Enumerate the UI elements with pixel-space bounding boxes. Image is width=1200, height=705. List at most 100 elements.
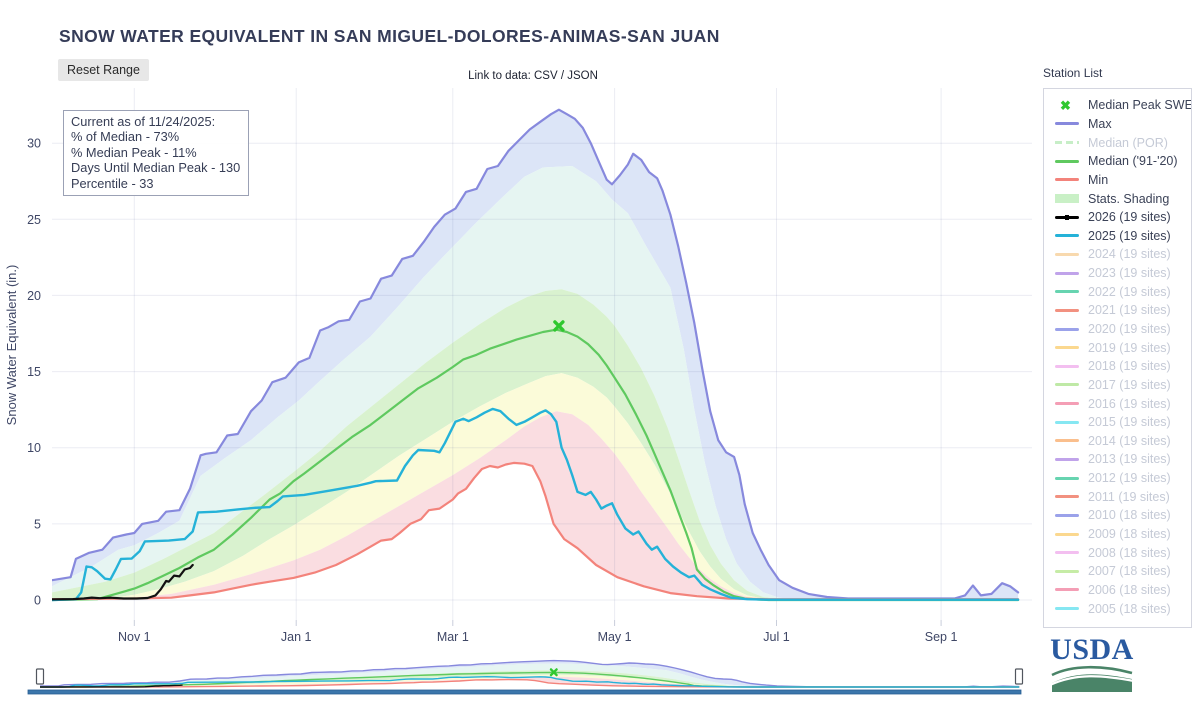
legend-item-2016-19-sites[interactable]: 2016 (19 sites)	[1044, 394, 1191, 413]
legend-item-label: 2022 (19 sites)	[1088, 284, 1171, 299]
legend-item-label: 2011 (19 sites)	[1088, 489, 1170, 504]
series-median[interactable]	[52, 328, 1020, 602]
stats-line-pct-median-peak: % Median Peak - 11%	[71, 144, 197, 160]
svg-text:10: 10	[27, 441, 41, 455]
station-list-label: Station List	[1043, 66, 1103, 80]
legend-item-2007-18-sites[interactable]: 2007 (18 sites)	[1044, 562, 1191, 581]
legend-item-2009-18-sites[interactable]: 2009 (18 sites)	[1044, 525, 1191, 544]
nav-series-y2025	[40, 676, 1020, 688]
legend-item-2006-18-sites[interactable]: 2006 (18 sites)	[1044, 581, 1191, 600]
legend-item-2014-19-sites[interactable]: 2014 (19 sites)	[1044, 432, 1191, 451]
series-swatch-icon	[1055, 178, 1081, 182]
legend-item-median-peak-swe[interactable]: ✖ Median Peak SWE	[1044, 96, 1191, 115]
legend-item-label: Median Peak SWE	[1088, 98, 1192, 113]
legend-item-2010-18-sites[interactable]: 2010 (18 sites)	[1044, 506, 1191, 525]
legend-item-label: 2016 (19 sites)	[1088, 396, 1171, 411]
legend-item-2019-19-sites[interactable]: 2019 (19 sites)	[1044, 338, 1191, 357]
band-upper-band	[52, 166, 1019, 600]
series-swatch-icon	[1055, 495, 1081, 499]
legend-item-2012-19-sites[interactable]: 2012 (19 sites)	[1044, 469, 1191, 488]
series-swatch-icon	[1055, 588, 1081, 592]
legend-item-2017-19-sites[interactable]: 2017 (19 sites)	[1044, 376, 1191, 395]
svg-text:20: 20	[27, 289, 41, 303]
legend-item-2011-19-sites[interactable]: 2011 (19 sites)	[1044, 487, 1191, 506]
page-title: SNOW WATER EQUIVALENT IN SAN MIGUEL-DOLO…	[59, 26, 720, 46]
legend-item-2020-19-sites[interactable]: 2020 (19 sites)	[1044, 320, 1191, 339]
main-plot[interactable]: 0 5 10 15 20 25 30 Snow Water Equivalent (in.) N…	[4, 88, 1032, 644]
series-swatch-icon	[1055, 271, 1081, 275]
legend-item-2026-19-sites[interactable]: 2026 (19 sites)	[1044, 208, 1191, 227]
legend-item-label: 2014 (19 sites)	[1088, 433, 1171, 448]
legend: ✖ Median Peak SWE Max Median (POR) Median ('…	[1043, 88, 1192, 628]
json-link[interactable]: JSON	[567, 70, 598, 82]
legend-item-2021-19-sites[interactable]: 2021 (19 sites)	[1044, 301, 1191, 320]
y-axis-title: Snow Water Equivalent (in.)	[4, 265, 19, 426]
legend-item-label: 2015 (19 sites)	[1088, 415, 1171, 430]
legend-item-label: 2020 (19 sites)	[1088, 322, 1171, 336]
legend-item-2025-19-sites[interactable]: 2025 (19 sites)	[1044, 226, 1191, 245]
svg-text:May 1: May 1	[598, 630, 632, 644]
legend-item-median-por[interactable]: Median (POR)	[1044, 133, 1191, 152]
legend-item-2018-19-sites[interactable]: 2018 (19 sites)	[1044, 357, 1191, 376]
nav-band-upper-band	[40, 663, 1020, 687]
usda-logo: USDA	[1049, 635, 1135, 697]
stats-line-date: Current as of 11/24/2025:	[71, 114, 216, 129]
percentile-bands	[52, 109, 1019, 600]
legend-item-2024-19-sites[interactable]: 2024 (19 sites)	[1044, 245, 1191, 264]
nav-handle-right[interactable]	[1014, 668, 1024, 685]
series-y2025[interactable]	[52, 407, 1020, 602]
legend-item-2013-19-sites[interactable]: 2013 (19 sites)	[1044, 450, 1191, 469]
nav-band-stats-shading	[40, 670, 1020, 687]
legend-item-label: 2010 (18 sites)	[1088, 508, 1171, 523]
x-marker-icon: ✖	[1060, 97, 1071, 113]
legend-item-2005-18-sites[interactable]: 2005 (18 sites)	[1044, 599, 1191, 618]
y-axis: 0 5 10 15 20 25 30 Snow Water Equivalent (in.)	[4, 137, 41, 608]
legend-item-label: 2013 (19 sites)	[1088, 452, 1171, 467]
legend-item-median-91-20[interactable]: Median ('91-'20)	[1044, 152, 1191, 171]
series-swatch-icon	[1055, 159, 1081, 163]
series-max[interactable]	[52, 108, 1020, 600]
series-swatch-icon	[1055, 346, 1081, 350]
svg-text:Jul 1: Jul 1	[763, 630, 789, 644]
legend-item-2015-19-sites[interactable]: 2015 (19 sites)	[1044, 413, 1191, 432]
median-peak-marker[interactable]	[553, 320, 565, 332]
link-separator: /	[557, 70, 568, 82]
legend-item-label: 2007 (18 sites)	[1088, 564, 1171, 579]
legend-item-label: 2017 (19 sites)	[1088, 377, 1171, 392]
data-link-label: Link to data:	[468, 70, 534, 82]
legend-item-label: Min	[1088, 172, 1109, 187]
navigator[interactable]	[27, 659, 1024, 695]
legend-item-label: 2026 (19 sites)	[1088, 210, 1171, 225]
series-swatch-icon	[1055, 308, 1081, 312]
series-swatch-icon	[1055, 569, 1081, 573]
legend-item-2008-18-sites[interactable]: 2008 (18 sites)	[1044, 543, 1191, 562]
csv-link[interactable]: CSV	[533, 70, 558, 82]
series-y2026[interactable]	[52, 563, 194, 601]
series-swatch-icon	[1055, 476, 1081, 480]
legend-item-label: 2008 (18 sites)	[1088, 545, 1171, 560]
legend-item-max[interactable]: Max	[1044, 115, 1191, 134]
band-lower-band	[52, 411, 1019, 600]
series-swatch-icon	[1055, 327, 1081, 331]
series-swatch-icon	[1055, 457, 1081, 461]
svg-text:30: 30	[27, 137, 41, 151]
legend-item-min[interactable]: Min	[1044, 171, 1191, 190]
legend-item-label: 2025 (19 sites)	[1088, 228, 1171, 243]
nav-band-mid-band	[40, 674, 1020, 687]
series-min[interactable]	[52, 461, 1020, 601]
reset-range-button[interactable]: Reset Range	[58, 59, 149, 81]
svg-text:25: 25	[27, 213, 41, 227]
legend-item-label: Max	[1088, 116, 1112, 131]
series-swatch-icon	[1055, 383, 1081, 387]
legend-item-stats-shading[interactable]: Stats. Shading	[1044, 189, 1191, 208]
legend-item-label: Stats. Shading	[1088, 191, 1170, 206]
svg-text:Sep 1: Sep 1	[925, 630, 958, 644]
series-swatch-icon	[1055, 214, 1081, 220]
nav-scrollbar[interactable]	[27, 689, 1022, 695]
nav-handle-left[interactable]	[35, 668, 45, 685]
gridlines	[52, 88, 1032, 620]
legend-item-2023-19-sites[interactable]: 2023 (19 sites)	[1044, 264, 1191, 283]
nav-median-peak-marker	[549, 668, 558, 677]
legend-item-2022-19-sites[interactable]: 2022 (19 sites)	[1044, 282, 1191, 301]
